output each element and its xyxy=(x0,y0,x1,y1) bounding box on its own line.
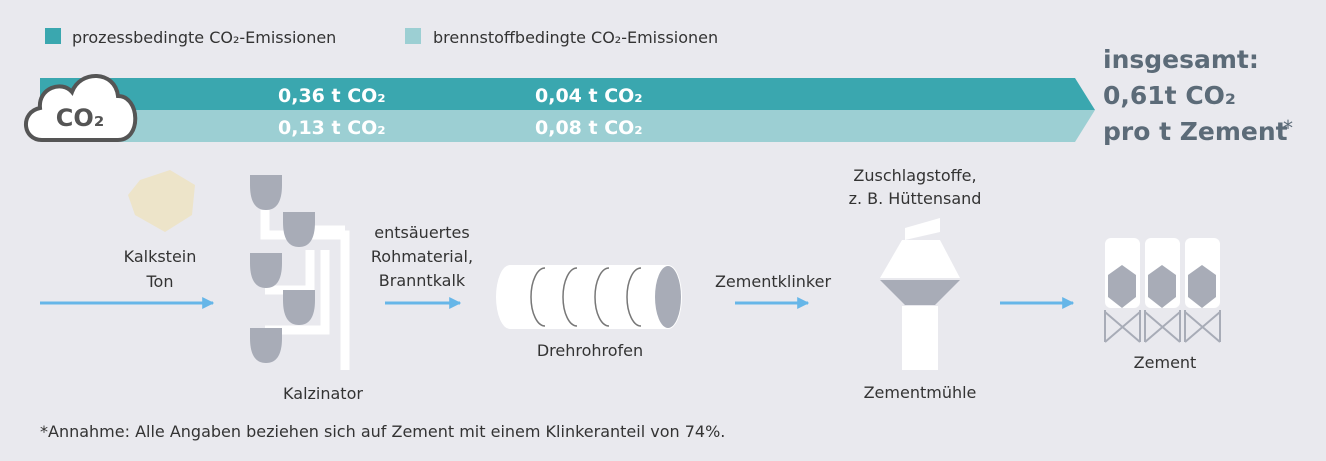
legend-swatch xyxy=(405,28,421,44)
step-label: Rohmaterial, xyxy=(371,247,473,266)
legend-label: prozessbedingte CO₂-Emissionen xyxy=(72,28,336,47)
legend-label: brennstoffbedingte CO₂-Emissionen xyxy=(433,28,718,47)
step-label: z. B. Hüttensand xyxy=(849,189,982,208)
legend-swatch xyxy=(45,28,61,44)
cloud-icon xyxy=(24,74,138,142)
step-label: Branntkalk xyxy=(379,271,466,290)
total-label: insgesamt: xyxy=(1103,45,1259,74)
calciner-icon xyxy=(250,175,350,370)
emission-label: 0,04 t CO₂ xyxy=(535,85,643,107)
silo-icon xyxy=(1104,238,1221,343)
process-band xyxy=(40,78,1095,110)
step-label: Zementmühle xyxy=(864,383,977,402)
step-label: Kalkstein xyxy=(124,247,197,266)
cloud-label: CO₂ xyxy=(56,104,105,132)
kiln-icon xyxy=(496,265,682,329)
emission-label: 0,08 t CO₂ xyxy=(535,117,643,139)
step-label: Zuschlagstoffe, xyxy=(853,166,976,185)
step-label: Zement xyxy=(1134,353,1197,372)
emission-label: 0,13 t CO₂ xyxy=(278,117,386,139)
step-label: Drehrohrofen xyxy=(537,341,643,360)
total-unit: pro t Zement xyxy=(1103,117,1288,146)
footnote: *Annahme: Alle Angaben beziehen sich auf… xyxy=(40,422,725,441)
step-label: Ton xyxy=(146,272,174,291)
step-label: Zementklinker xyxy=(715,272,831,291)
total-value: 0,61t CO₂ xyxy=(1103,81,1236,110)
mill-icon xyxy=(880,218,960,370)
fuel-band xyxy=(40,110,1095,142)
emission-label: 0,36 t CO₂ xyxy=(278,85,386,107)
step-label: Kalzinator xyxy=(283,384,363,403)
total-asterisk: * xyxy=(1283,116,1293,140)
step-label: entsäuertes xyxy=(374,223,469,242)
limestone-icon xyxy=(128,170,195,232)
